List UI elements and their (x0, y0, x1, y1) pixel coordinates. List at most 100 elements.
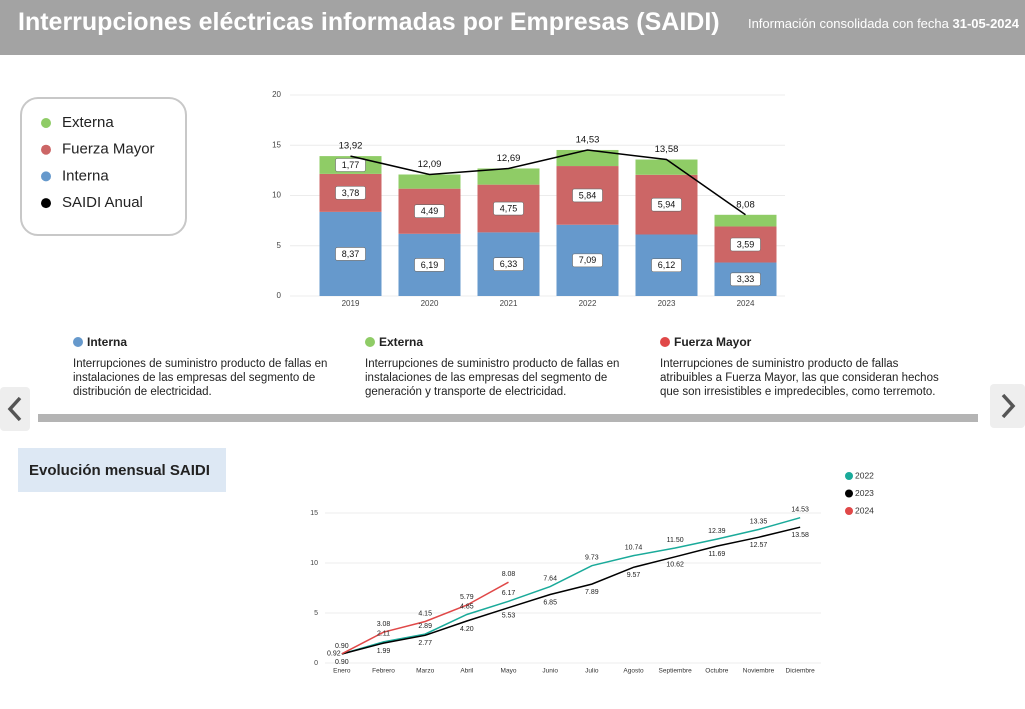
description-text: Interrupciones de suministro producto de… (660, 358, 939, 398)
page-title: Interrupciones eléctricas informadas por… (18, 8, 720, 36)
data-label: 2.11 (377, 631, 390, 638)
legend-label: Externa (62, 114, 114, 131)
x-tick-label: Marzo (416, 668, 434, 675)
data-label: 8,37 (342, 249, 360, 259)
data-label: 4.85 (460, 603, 474, 610)
data-label: 5.79 (460, 594, 474, 601)
data-label: 3,78 (342, 188, 360, 198)
x-tick-label: 2019 (342, 299, 360, 308)
description-title: Externa (379, 335, 424, 349)
prev-button[interactable] (0, 387, 30, 431)
bar-segment (714, 214, 777, 227)
date-value: 31-05-2024 (952, 16, 1020, 31)
label-box (335, 186, 366, 200)
data-label: 10.74 (625, 544, 643, 551)
y-tick-label: 0 (277, 291, 282, 300)
legend-dot (845, 489, 853, 498)
legend-dot (845, 507, 853, 515)
next-button[interactable] (990, 384, 1025, 428)
data-label: 11.69 (708, 551, 725, 558)
y-tick-label: 15 (272, 140, 281, 149)
x-tick-label: Octubre (705, 668, 729, 675)
data-label: 9.73 (585, 555, 599, 562)
x-tick-label: 2023 (658, 299, 676, 308)
data-label: 0.90 (335, 643, 349, 650)
data-label: 6.17 (502, 590, 516, 597)
legend-dot (365, 337, 375, 347)
legend-dot (73, 337, 83, 347)
data-label: 7,09 (579, 255, 597, 265)
data-label: 12.57 (750, 542, 768, 549)
data-label: 4,49 (421, 206, 439, 216)
data-label: 13.58 (791, 532, 809, 539)
y-tick-label: 10 (272, 191, 281, 200)
date-label: Información consolidada con fecha (747, 16, 949, 31)
data-label: 12,69 (497, 153, 521, 164)
bar-segment (398, 174, 461, 189)
data-label: 7.89 (585, 589, 599, 596)
bar-segment (635, 159, 698, 175)
label-box (572, 253, 603, 268)
x-tick-label: Agosto (623, 668, 644, 675)
description: Fuerza Mayor Interrupciones de suministr… (660, 335, 945, 399)
bar-segment (477, 168, 540, 185)
section-title: Evolución mensual SAIDI (18, 448, 226, 492)
data-label: 14.53 (791, 507, 809, 514)
x-tick-label: Diciembre (786, 668, 816, 675)
x-tick-label: Enero (333, 668, 351, 675)
data-label: 8.08 (502, 571, 516, 578)
chevron-right (1001, 393, 1015, 419)
data-label: 6,12 (658, 260, 676, 270)
y-tick-label: 5 (277, 241, 282, 250)
legend-label: SAIDI Anual (62, 194, 143, 211)
data-label: 4,75 (500, 203, 518, 213)
data-label: 12,09 (418, 159, 442, 170)
description: Interna Interrupciones de suministro pro… (73, 335, 358, 399)
x-tick-label: Junio (542, 668, 558, 675)
x-tick-label: Noviembre (743, 668, 775, 675)
x-tick-label: Abril (460, 668, 474, 675)
y-tick-label: 20 (272, 90, 281, 99)
legend-label: 2022 (855, 470, 874, 480)
x-tick-label: 2021 (500, 299, 518, 308)
label-box (414, 204, 445, 219)
label-box (651, 197, 682, 212)
data-label: 5,94 (658, 200, 676, 210)
data-label: 6.85 (543, 599, 557, 606)
x-tick-label: 2022 (579, 299, 597, 308)
scrollbar[interactable] (38, 414, 978, 422)
data-label: 13,92 (339, 141, 363, 152)
data-label: 2.89 (418, 623, 432, 630)
legend-dot (660, 337, 670, 347)
x-tick-label: Julio (585, 668, 599, 675)
data-label: 8,08 (736, 199, 755, 210)
data-label: 6,19 (421, 260, 439, 270)
legend-label: 2024 (855, 505, 874, 515)
description-title: Fuerza Mayor (674, 335, 752, 349)
y-tick-label: 0 (314, 660, 318, 667)
data-label: 3.08 (377, 621, 391, 628)
chevron-left (7, 396, 22, 422)
data-label: 3,33 (737, 274, 755, 284)
line-series (341, 581, 509, 655)
data-label: 7.64 (543, 575, 557, 582)
description-text: Interrupciones de suministro producto de… (365, 358, 620, 398)
data-label: 14,53 (576, 134, 600, 145)
x-tick-label: 2020 (421, 299, 439, 308)
description: Externa Interrupciones de suministro pro… (365, 335, 650, 399)
label-box (651, 258, 682, 273)
x-tick-label: 2024 (737, 299, 755, 308)
label-box (572, 188, 603, 203)
label-box (335, 247, 366, 261)
data-label: 13,58 (655, 144, 679, 155)
label-box (335, 158, 366, 172)
legend-label: Fuerza Mayor (62, 141, 155, 158)
y-tick-label: 5 (314, 610, 318, 617)
data-label: 13.35 (750, 518, 768, 525)
y-tick-label: 15 (310, 510, 318, 517)
legend-label: 2023 (855, 488, 874, 498)
x-tick-label: Febrero (372, 668, 395, 675)
data-label: 12.39 (708, 528, 726, 535)
line-series (341, 516, 801, 655)
